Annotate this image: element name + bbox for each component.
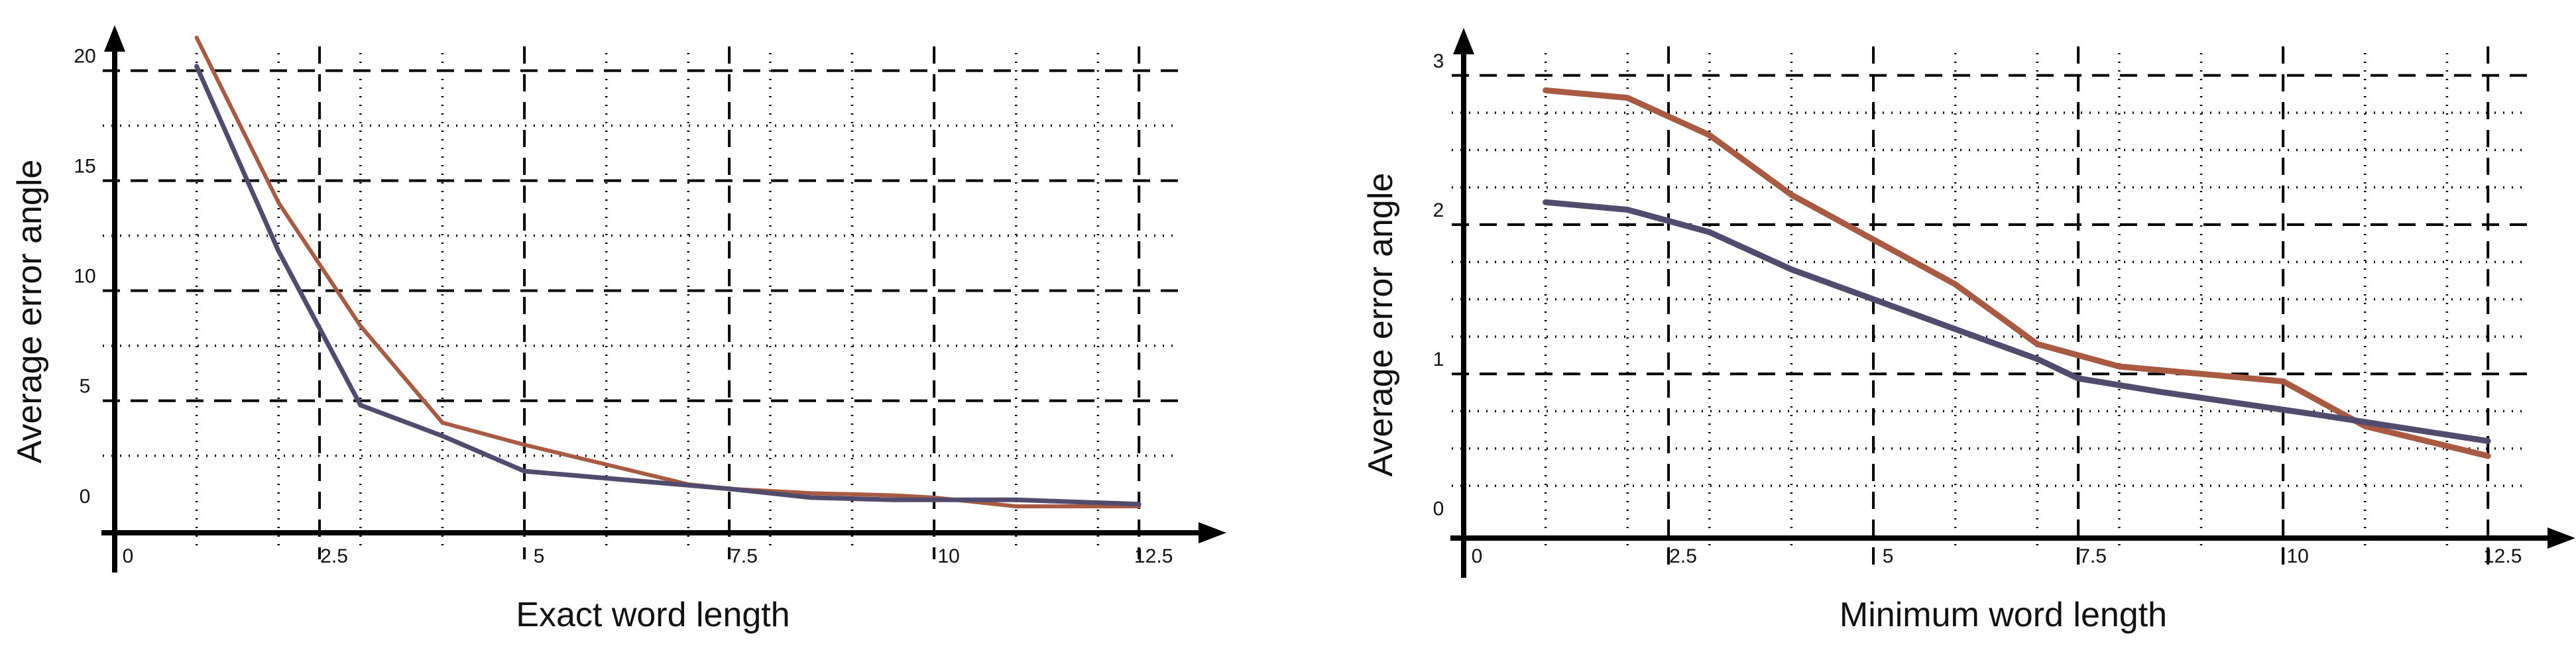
series-line-1 [1543,87,2491,459]
series-line-2 [1543,199,2491,445]
x-tick-label: 5 [534,545,545,567]
y-axis-title: Average error angle [1362,173,1400,477]
series-line-1 [194,35,1142,509]
grid [103,46,1180,559]
x-tick-label: 2.5 [1669,545,1697,567]
x-tick-label: 2.5 [320,545,348,567]
y-tick-label: 3 [1433,50,1444,72]
x-tick-label: 0 [123,545,134,567]
y-tick-label: 20 [74,46,95,68]
y-tick-label: 10 [74,266,95,288]
chart-panel-exact-word-length: Exact word length Average error angle 0 2… [11,25,1226,634]
y-tick-label: 15 [74,156,95,178]
x-axis-arrow [2547,527,2575,549]
x-tick-label: 12.5 [2483,545,2522,567]
x-tick-label: 7.5 [730,545,758,567]
y-tick-label: 2 [1433,199,1444,221]
chart-panel-minimum-word-length: Minimum word length Average error angle … [1362,28,2575,634]
x-tick-label: 10 [937,545,959,567]
x-axis-title: Minimum word length [1840,596,2167,634]
x-tick-label: 0 [1472,545,1483,567]
x-tick-label: 5 [1883,545,1894,567]
y-tick-label: 5 [80,376,91,398]
y-axis-arrow [104,25,125,52]
x-tick-label: 7.5 [2079,545,2107,567]
grid [1452,46,2529,565]
y-tick-label: 0 [1433,498,1444,520]
x-axis-title: Exact word length [516,596,790,634]
series-line-2 [194,64,1142,507]
x-tick-label: 10 [2286,545,2308,567]
y-tick-label: 1 [1433,349,1444,370]
y-axis-arrow [1453,28,1474,54]
y-axis-title: Average error angle [11,160,49,464]
y-tick-label: 0 [80,486,91,508]
x-axis-arrow [1199,522,1226,543]
x-tick-label: 12.5 [1134,545,1173,567]
